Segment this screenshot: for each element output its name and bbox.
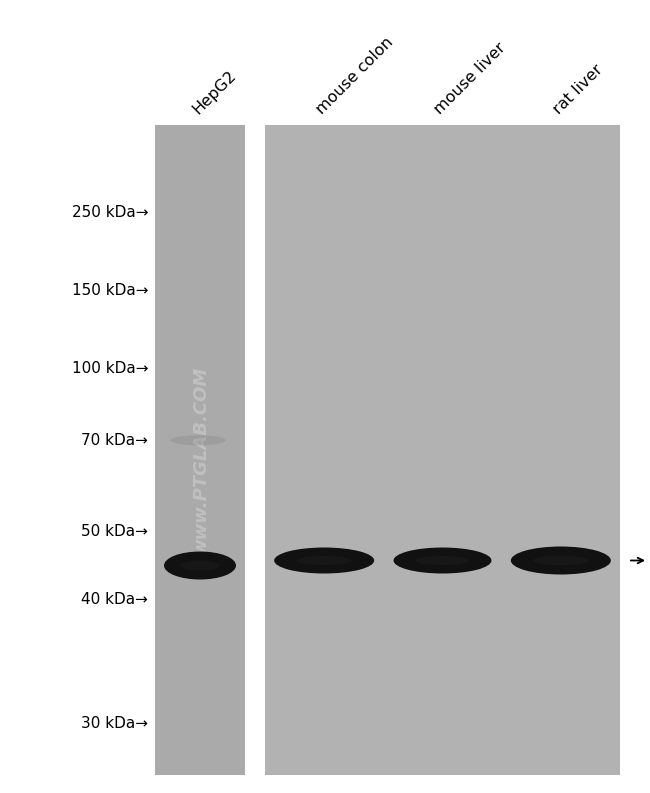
Text: 50 kDa→: 50 kDa→: [81, 523, 148, 538]
Text: 100 kDa→: 100 kDa→: [72, 362, 148, 376]
Ellipse shape: [170, 435, 226, 445]
Bar: [265, 125, 620, 775]
Text: HepG2: HepG2: [189, 67, 239, 117]
Text: www.PTGLAB.COM: www.PTGLAB.COM: [191, 366, 209, 554]
Text: 40 kDa→: 40 kDa→: [81, 592, 148, 607]
Ellipse shape: [296, 556, 352, 565]
Text: rat liver: rat liver: [551, 62, 605, 117]
Text: mouse liver: mouse liver: [432, 40, 509, 117]
Text: 250 kDa→: 250 kDa→: [72, 205, 148, 220]
Ellipse shape: [534, 556, 588, 565]
Ellipse shape: [164, 551, 236, 580]
Ellipse shape: [415, 556, 469, 565]
Text: mouse colon: mouse colon: [313, 34, 396, 117]
Text: 70 kDa→: 70 kDa→: [81, 433, 148, 448]
Ellipse shape: [274, 547, 374, 573]
Ellipse shape: [393, 547, 491, 573]
Ellipse shape: [511, 546, 611, 574]
Text: 150 kDa→: 150 kDa→: [72, 283, 148, 298]
Ellipse shape: [180, 561, 220, 570]
Text: 30 kDa→: 30 kDa→: [81, 715, 148, 730]
Bar: [155, 125, 245, 775]
